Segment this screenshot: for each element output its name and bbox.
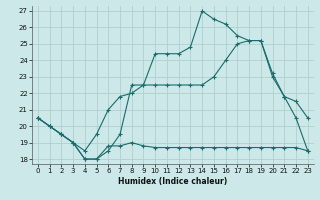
X-axis label: Humidex (Indice chaleur): Humidex (Indice chaleur)	[118, 177, 228, 186]
